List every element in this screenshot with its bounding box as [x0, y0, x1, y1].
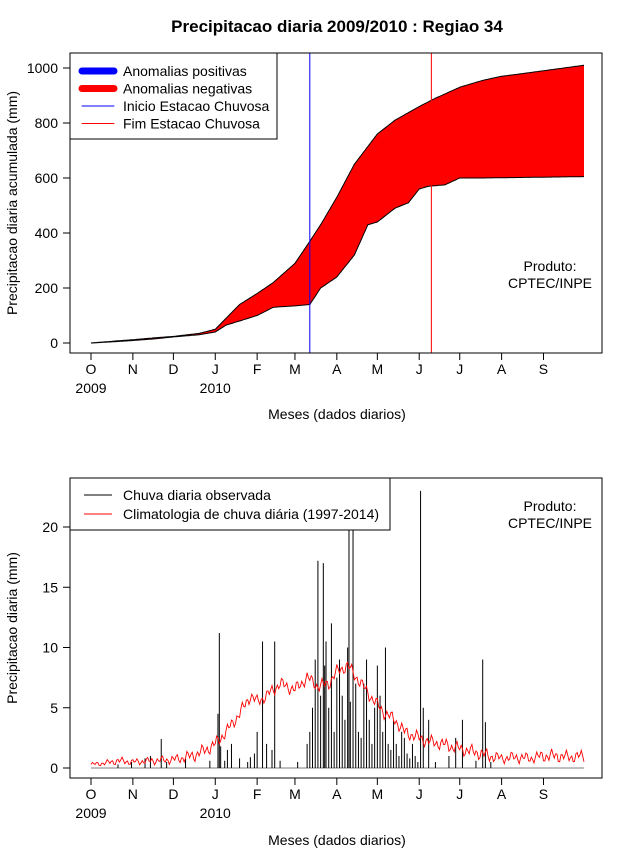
y-axis-label-bottom: Precipitacao diaria (mm): [4, 552, 20, 704]
x-tick-label: J: [456, 786, 463, 802]
cumulative-precipitation-chart: O N D J F M A M J J A S 2009 2010 0 200 400 600 800 1000 M…: [4, 52, 603, 422]
product-label-bottom: Produto:: [524, 498, 577, 514]
chart-title: Precipitacao diaria 2009/2010 : Regiao 3…: [171, 17, 503, 36]
x-tick-label: J: [212, 361, 219, 377]
x-tick-label: J: [416, 786, 423, 802]
climatology-cumulative-line: [90, 64, 585, 344]
x-year-label: 2009: [75, 805, 106, 821]
climatology-daily-line: [90, 661, 585, 767]
y-tick-label: 0: [50, 760, 58, 776]
y-tick-label: 5: [50, 700, 58, 716]
legend-label: Climatologia de chuva diária (1997-2014): [123, 506, 379, 522]
y-tick-label: 200: [35, 280, 59, 296]
observed-cumulative-line: [90, 176, 584, 344]
x-tick-label: N: [128, 361, 138, 377]
y-axis-bottom: 0 5 10 15 20: [42, 519, 70, 776]
y-tick-label: 1000: [27, 60, 58, 76]
x-tick-label: A: [497, 786, 507, 802]
legend-box-bottom: [69, 477, 391, 531]
x-tick-label: N: [128, 786, 138, 802]
y-axis-label-top: Precipitacao diaria acumulada (mm): [4, 91, 20, 315]
legend-label: Anomalias positivas: [123, 63, 247, 79]
x-tick-label: M: [289, 786, 301, 802]
x-year-label: 2009: [75, 380, 106, 396]
y-tick-label: 15: [42, 579, 58, 595]
x-tick-label: S: [539, 786, 548, 802]
x-tick-label: A: [497, 361, 507, 377]
x-tick-label: O: [86, 361, 97, 377]
cumulative-anomaly-area: [90, 64, 585, 344]
x-axis-label-top: Meses (dados diarios): [268, 406, 406, 422]
plot-frame-top: [69, 52, 603, 354]
x-tick-label: J: [456, 361, 463, 377]
x-tick-label: D: [168, 361, 178, 377]
y-tick-label: 600: [35, 170, 59, 186]
product-label-top: Produto:: [524, 258, 577, 274]
legend-bottom: Chuva diaria observada Climatologia de ch…: [69, 477, 391, 531]
legend-top: Anomalias positivas Anomalias negativasIn…: [69, 52, 278, 140]
x-tick-label: O: [86, 786, 97, 802]
y-tick-label: 800: [35, 115, 59, 131]
product-source-top: CPTEC/INPE: [508, 275, 592, 291]
y-tick-label: 0: [50, 335, 58, 351]
legend-label: Fim Estacao Chuvosa: [123, 116, 260, 132]
x-tick-label: J: [212, 786, 219, 802]
daily-precipitation-chart: O N D J F M A M J J A S 2009 2010 0 5 10 15 20 Meses (dad…: [4, 477, 603, 848]
product-source-bottom: CPTEC/INPE: [508, 515, 592, 531]
x-tick-label: J: [416, 361, 423, 377]
x-year-label: 2010: [200, 380, 231, 396]
y-tick-label: 10: [42, 640, 58, 656]
x-axis-label-bottom: Meses (dados diarios): [268, 832, 406, 848]
x-tick-label: A: [332, 786, 342, 802]
x-axis-top: O N D J F M A M J J A S 2009 2010: [75, 353, 548, 396]
x-tick-label: M: [372, 361, 384, 377]
y-axis-top: 0 200 400 600 800 1000: [27, 60, 70, 351]
x-tick-label: F: [253, 786, 262, 802]
x-year-label: 2010: [200, 805, 231, 821]
legend-label: Inicio Estacao Chuvosa: [123, 98, 270, 114]
y-tick-label: 20: [42, 519, 58, 535]
x-tick-label: S: [539, 361, 548, 377]
x-tick-label: D: [168, 786, 178, 802]
legend-box-top: [69, 52, 278, 140]
x-axis-bottom: O N D J F M A M J J A S 2009 2010: [75, 778, 548, 821]
x-tick-label: A: [332, 361, 342, 377]
legend-label: Anomalias negativas: [123, 81, 252, 97]
x-tick-label: F: [253, 361, 262, 377]
negative-anomaly-fill: [91, 65, 584, 344]
x-tick-label: M: [372, 786, 384, 802]
legend-label: Chuva diaria observada: [123, 487, 271, 503]
x-tick-label: M: [289, 361, 301, 377]
y-tick-label: 400: [35, 225, 59, 241]
